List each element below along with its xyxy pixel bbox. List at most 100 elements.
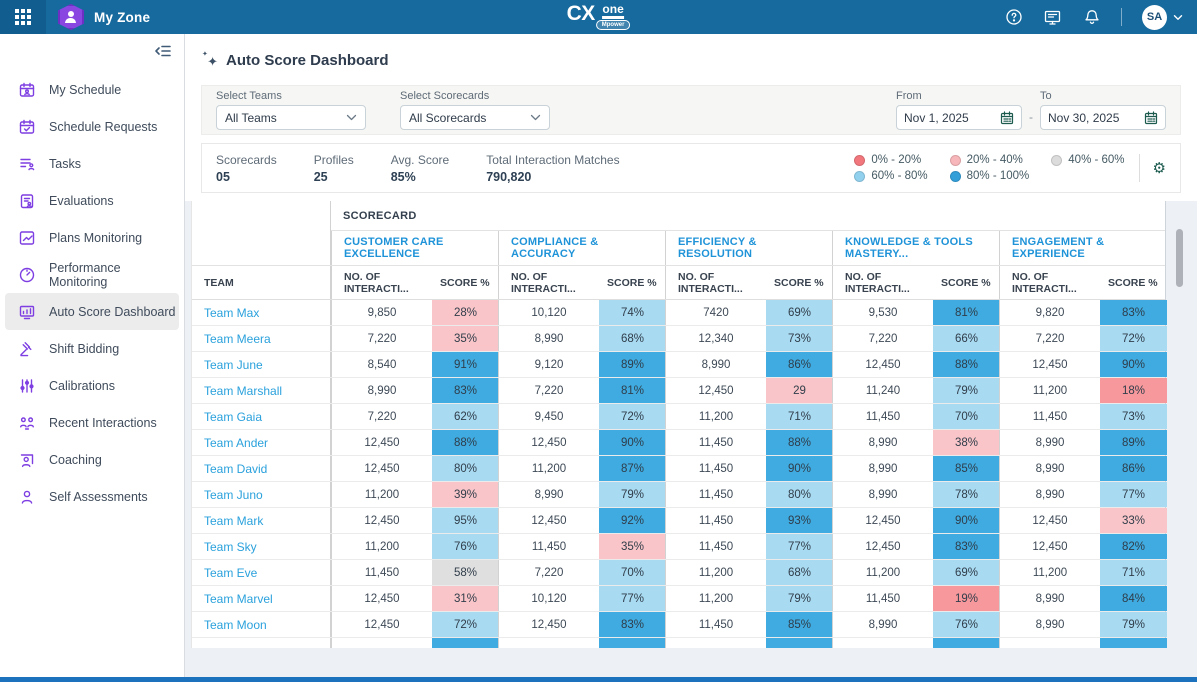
score-cell: 79% — [1100, 612, 1167, 637]
legend-item: 60% - 80% — [854, 170, 928, 182]
stat-label: Total Interaction Matches — [486, 152, 620, 167]
sidebar-item-label: My Schedule — [49, 82, 122, 97]
team-link[interactable]: Team Sky — [192, 534, 331, 559]
avatar[interactable]: SA — [1142, 4, 1167, 30]
interactions-cell: 12,450 — [865, 540, 901, 553]
team-link[interactable]: Team Meera — [192, 326, 331, 351]
score-cell: 83% — [599, 612, 666, 637]
calendar-icon[interactable] — [1000, 110, 1014, 125]
interactions-header: NO. OF INTERACTI... — [1012, 270, 1077, 295]
team-link[interactable]: Team David — [192, 456, 331, 481]
score-cell: 31% — [432, 586, 499, 611]
score-cell: 88% — [933, 352, 1000, 377]
interactions-header: NO. OF INTERACTI... — [845, 270, 910, 295]
sidebar-item-plans-monitoring[interactable]: Plans Monitoring — [5, 219, 179, 256]
team-link[interactable]: Team Max — [192, 300, 331, 325]
score-cell: 81% — [599, 378, 666, 403]
sidebar-item-performance-monitoring[interactable]: Performance Monitoring — [5, 256, 179, 293]
legend-dot-icon — [949, 154, 961, 166]
score-cell: 81% — [933, 300, 1000, 325]
sidebar-item-auto-score-dashboard[interactable]: Auto Score Dashboard — [5, 293, 179, 330]
score-cell: 38% — [933, 430, 1000, 455]
calendar-icon[interactable] — [1144, 110, 1158, 125]
sidebar-item-recent-interactions[interactable]: Recent Interactions — [5, 404, 179, 441]
interactions-cell: 9,120 — [534, 358, 564, 371]
interactions-cell: 12,450 — [865, 514, 901, 527]
scorecard-column-header: CUSTOMER CARE EXCELLENCE — [331, 231, 498, 265]
legend-dot-icon — [854, 154, 866, 166]
legend-item: 40% - 60% — [1051, 154, 1125, 166]
sidebar-item-calibrations[interactable]: Calibrations — [5, 367, 179, 404]
sidebar-item-label: Calibrations — [49, 378, 116, 393]
legend-label: 20% - 40% — [966, 154, 1023, 166]
chevron-down-icon — [1173, 14, 1183, 20]
score-cell: 69% — [933, 560, 1000, 585]
interactions-cell: 11,450 — [1032, 410, 1068, 423]
sidebar-item-shift-bidding[interactable]: Shift Bidding — [5, 330, 179, 367]
score-cell: 85% — [766, 612, 833, 637]
team-link[interactable]: Team Gaia — [192, 404, 331, 429]
interactions-cell: 11,200 — [1032, 384, 1068, 397]
screen-share-icon[interactable] — [1043, 8, 1062, 27]
app-launcher-button[interactable] — [0, 0, 46, 34]
scorecard-group-header: SCORECARD — [331, 201, 1165, 231]
settings-gear-button[interactable]: ⚙ — [1152, 159, 1166, 177]
score-cell: 77% — [599, 586, 666, 611]
team-link[interactable]: Team Moon — [192, 612, 331, 637]
interactions-cell: 8,990 — [534, 488, 564, 501]
sidebar-item-label: Plans Monitoring — [49, 230, 143, 245]
interactions-cell: 12,450 — [531, 618, 567, 631]
table-scrollbar[interactable] — [1176, 229, 1183, 287]
collapse-icon — [155, 45, 171, 57]
to-label: To — [1040, 90, 1052, 102]
team-link[interactable]: Team Marvel — [192, 586, 331, 611]
sidebar-item-evaluations[interactable]: Evaluations — [5, 182, 179, 219]
interactions-cell: 8,990 — [1035, 462, 1065, 475]
interactions-cell: 11,450 — [698, 436, 734, 449]
teams-select[interactable]: All Teams — [216, 105, 366, 130]
team-link[interactable]: Team Ander — [192, 430, 331, 455]
interactions-cell: 8,990 — [1035, 618, 1065, 631]
sidebar-item-self-assessments[interactable]: Self Assessments — [5, 478, 179, 515]
sidebar-item-my-schedule[interactable]: My Schedule — [5, 71, 179, 108]
sidebar-item-schedule-requests[interactable]: Schedule Requests — [5, 108, 179, 145]
sidebar-item-label: Performance Monitoring — [49, 260, 121, 289]
team-link[interactable]: Team Marshall — [192, 378, 331, 403]
team-link[interactable]: Team Juno — [192, 482, 331, 507]
legend-dot-icon — [949, 170, 961, 182]
stat-value: 25 — [313, 169, 328, 184]
from-date-input[interactable]: Nov 1, 2025 — [896, 105, 1022, 130]
table-row: Team Ander 12,450 88% 12,450 90% 11,450 88% 8,9… — [192, 430, 1167, 456]
score-cell: 35% — [599, 534, 666, 559]
sidebar-item-tasks[interactable]: Tasks — [5, 145, 179, 182]
to-date-input[interactable]: Nov 30, 2025 — [1040, 105, 1166, 130]
interactions-cell: 11,200 — [698, 566, 734, 579]
team-link[interactable]: Team June — [192, 352, 331, 377]
scorecards-select[interactable]: All Scorecards — [400, 105, 550, 130]
help-icon[interactable] — [1004, 8, 1023, 27]
score-cell: 70% — [599, 560, 666, 585]
sidebar-item-coaching[interactable]: Coaching — [5, 441, 179, 478]
table-row: Team Gaia 7,220 62% 9,450 72% 11,200 71% 11,450… — [192, 404, 1167, 430]
user-menu[interactable]: SA — [1142, 4, 1183, 30]
clipboard-user-icon — [20, 193, 34, 208]
interactions-cell: 11,450 — [865, 592, 901, 605]
score-cell: 88% — [766, 430, 833, 455]
table-row: Team Max 9,850 28% 10,120 74% 7420 69% 9,530 81%… — [192, 300, 1167, 326]
table-row-partial — [192, 638, 1167, 648]
legend-label: 40% - 60% — [1068, 154, 1125, 166]
team-link[interactable]: Team Eve — [192, 560, 331, 585]
score-cell: 84% — [1100, 586, 1167, 611]
interactions-cell: 7420 — [703, 306, 729, 319]
date-range-separator: - — [1029, 110, 1033, 124]
interactions-cell: 7,220 — [367, 410, 397, 423]
interactions-cell: 11,450 — [698, 618, 734, 631]
score-table: SCORECARD CUSTOMER CARE EXCELLENCE COMPLIA… — [191, 201, 1167, 648]
sidebar-collapse-button[interactable] — [154, 44, 172, 63]
stat-label: Avg. Score — [390, 152, 450, 167]
notifications-icon[interactable] — [1082, 8, 1101, 27]
interactions-cell: 12,450 — [531, 436, 567, 449]
score-cell: 77% — [766, 534, 833, 559]
scorecard-column-header: ENGAGEMENT & EXPERIENCE — [999, 231, 1166, 265]
team-link[interactable]: Team Mark — [192, 508, 331, 533]
